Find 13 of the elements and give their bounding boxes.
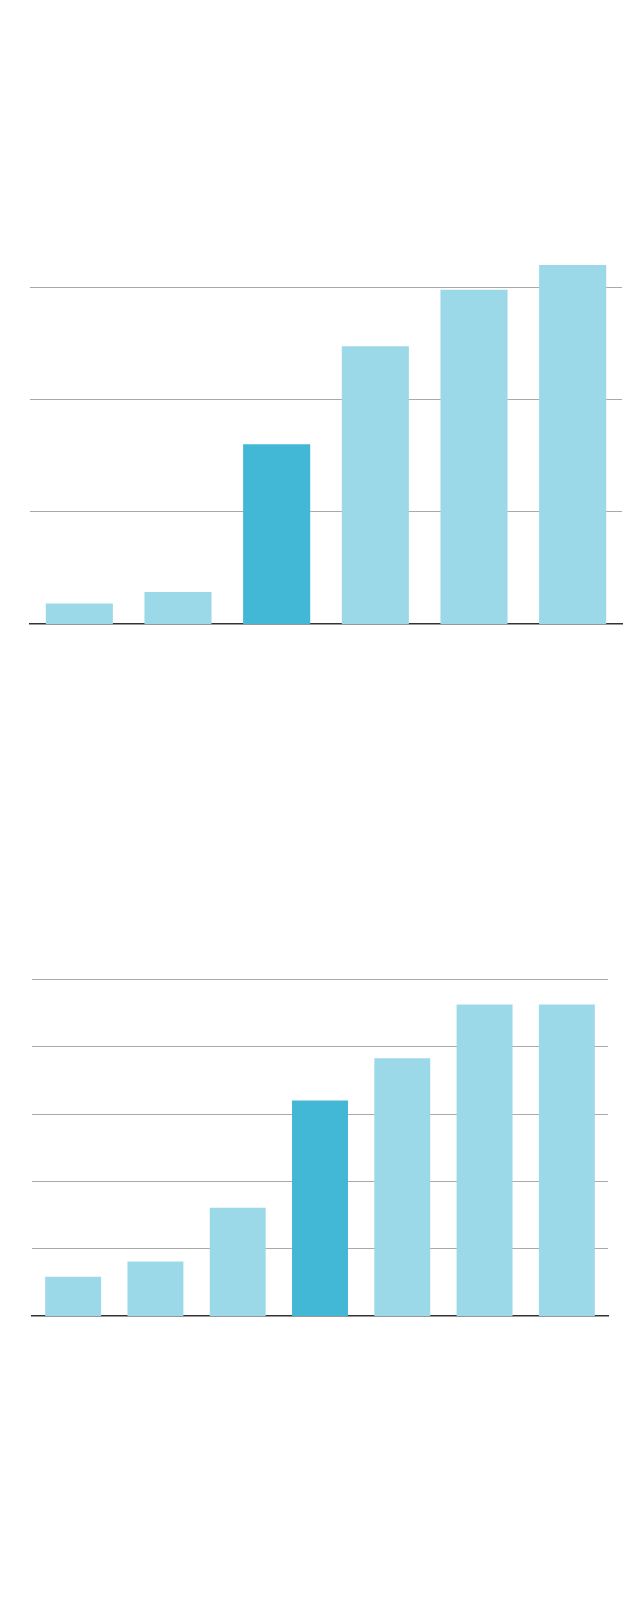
- bar: [243, 444, 311, 624]
- bar: [341, 346, 409, 624]
- bar: [292, 1100, 348, 1316]
- bar: [127, 1261, 184, 1316]
- bar: [144, 592, 212, 624]
- bar: [440, 289, 508, 624]
- bar: [45, 603, 113, 624]
- bar: [45, 1276, 102, 1316]
- bar: [456, 1004, 513, 1316]
- bar: [209, 1207, 266, 1316]
- bar: [538, 1004, 595, 1316]
- bar: [374, 1058, 431, 1316]
- bar: [539, 265, 607, 624]
